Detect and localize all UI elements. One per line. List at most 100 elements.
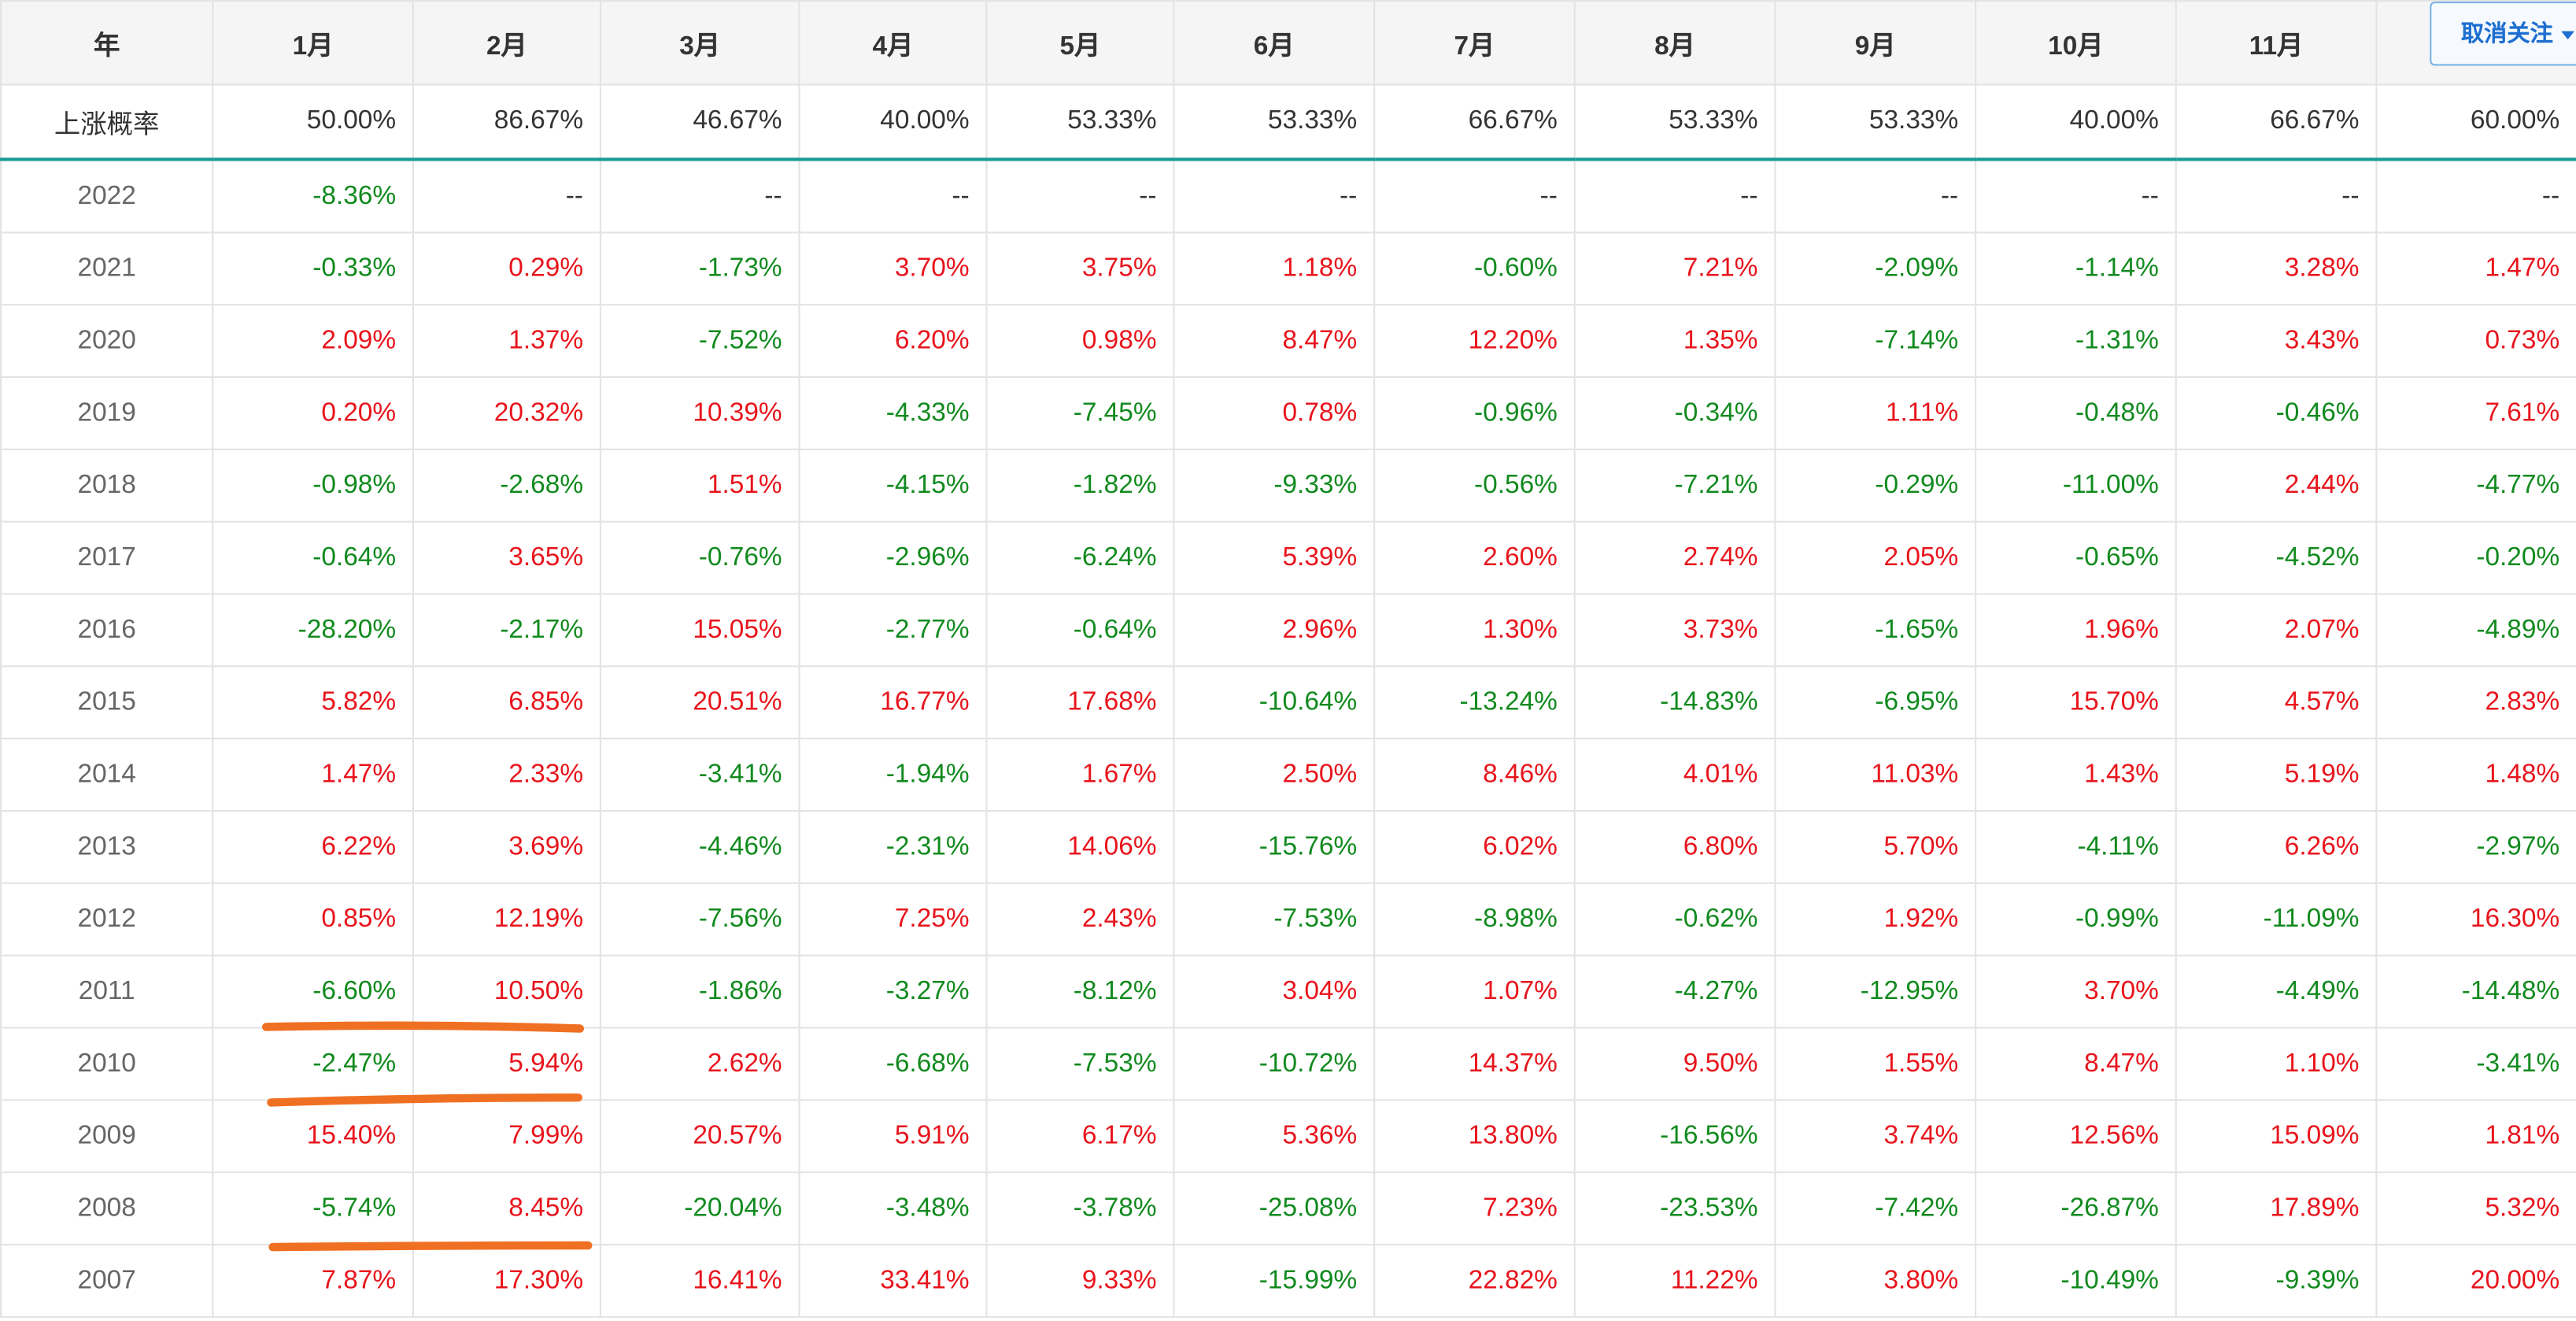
month-header-6[interactable]: 6月: [1173, 0, 1376, 86]
return-cell: 2.83%: [2375, 665, 2576, 740]
year-cell: 2018: [0, 448, 214, 523]
month-header-11[interactable]: 11月: [2175, 0, 2378, 86]
year-cell: 2022: [0, 158, 214, 234]
return-cell: --: [2175, 158, 2378, 234]
return-cell: 6.85%: [412, 665, 601, 740]
return-cell: 1.11%: [1774, 376, 1977, 450]
return-cell: 3.80%: [1774, 1243, 1977, 1318]
return-cell: -11.09%: [2175, 882, 2378, 957]
year-cell: 2012: [0, 882, 214, 957]
month-header-4[interactable]: 4月: [798, 0, 988, 86]
return-cell: 1.10%: [2175, 1027, 2378, 1101]
rise-probability-cell: 46.67%: [599, 83, 800, 161]
table-row: 2017 -0.64% 3.65% -0.76% -2.96% -6.24% 5.39% 2.…: [0, 520, 2576, 595]
return-cell: -7.42%: [1774, 1171, 1977, 1246]
return-cell: 2.07%: [2175, 593, 2378, 668]
unfollow-button[interactable]: 取消关注: [2430, 2, 2576, 66]
return-cell: -2.77%: [798, 593, 988, 668]
table-row: 2020 2.09% 1.37% -7.52% 6.20% 0.98% 8.47% 12.20…: [0, 304, 2576, 379]
return-cell: -2.97%: [2375, 809, 2576, 884]
return-cell: 1.92%: [1774, 882, 1977, 957]
year-cell: 2017: [0, 520, 214, 595]
month-header-8[interactable]: 8月: [1573, 0, 1776, 86]
month-header-7[interactable]: 7月: [1373, 0, 1576, 86]
return-cell: 2.50%: [1173, 738, 1376, 812]
return-cell: -0.34%: [1573, 376, 1776, 450]
return-cell: -10.49%: [1975, 1243, 2177, 1318]
return-cell: -23.53%: [1573, 1171, 1776, 1246]
return-cell: -6.95%: [1774, 665, 1977, 740]
month-header-1[interactable]: 1月: [212, 0, 415, 86]
return-cell: 33.41%: [798, 1243, 988, 1318]
header-row: 年 1月2月3月4月5月6月7月8月9月10月11月12月: [0, 0, 2576, 86]
return-cell: 1.67%: [985, 738, 1175, 812]
table-row: 2021 -0.33% 0.29% -1.73% 3.70% 3.75% 1.18% -0.6…: [0, 231, 2576, 306]
return-cell: -14.83%: [1573, 665, 1776, 740]
return-cell: 2.44%: [2175, 448, 2378, 523]
year-cell: 2013: [0, 809, 214, 884]
rise-probability-cell: 66.67%: [2175, 83, 2378, 161]
return-cell: 1.81%: [2375, 1099, 2576, 1174]
return-cell: 3.43%: [2175, 304, 2378, 379]
return-cell: -8.12%: [985, 954, 1175, 1029]
month-header-10[interactable]: 10月: [1975, 0, 2177, 86]
return-cell: -2.68%: [412, 448, 601, 523]
table-row: 2013 6.22% 3.69% -4.46% -2.31% 14.06% -15.76% 6…: [0, 809, 2576, 884]
rise-probability-cell: 40.00%: [1975, 83, 2177, 161]
return-cell: 1.48%: [2375, 738, 2576, 812]
return-cell: -14.48%: [2375, 954, 2576, 1029]
return-cell: 7.61%: [2375, 376, 2576, 450]
return-cell: 13.80%: [1373, 1099, 1576, 1174]
return-cell: -1.82%: [985, 448, 1175, 523]
rise-probability-cell: 40.00%: [798, 83, 988, 161]
month-header-2[interactable]: 2月: [412, 0, 601, 86]
return-cell: 7.23%: [1373, 1171, 1576, 1246]
return-cell: 5.19%: [2175, 738, 2378, 812]
month-header-9[interactable]: 9月: [1774, 0, 1977, 86]
return-cell: 4.01%: [1573, 738, 1776, 812]
return-cell: -10.64%: [1173, 665, 1376, 740]
return-cell: 2.33%: [412, 738, 601, 812]
return-cell: -3.41%: [599, 738, 800, 812]
return-cell: 6.02%: [1373, 809, 1576, 884]
rise-probability-cell: 53.33%: [985, 83, 1175, 161]
table-row: 2009 15.40% 7.99% 20.57% 5.91% 6.17% 5.36% 13.8…: [0, 1099, 2576, 1174]
return-cell: 14.37%: [1373, 1027, 1576, 1101]
return-cell: 2.05%: [1774, 520, 1977, 595]
return-cell: 12.19%: [412, 882, 601, 957]
return-cell: -0.48%: [1975, 376, 2177, 450]
return-cell: 5.36%: [1173, 1099, 1376, 1174]
return-cell: -0.20%: [2375, 520, 2576, 595]
return-cell: 5.39%: [1173, 520, 1376, 595]
year-column-header[interactable]: 年: [0, 0, 214, 86]
return-cell: 3.70%: [1975, 954, 2177, 1029]
return-cell: 20.51%: [599, 665, 800, 740]
return-cell: 15.09%: [2175, 1099, 2378, 1174]
return-cell: 5.70%: [1774, 809, 1977, 884]
return-cell: -0.76%: [599, 520, 800, 595]
table-row: 2018 -0.98% -2.68% 1.51% -4.15% -1.82% -9.33% -…: [0, 448, 2576, 523]
return-cell: --: [1573, 158, 1776, 234]
return-cell: -0.46%: [2175, 376, 2378, 450]
return-cell: -2.09%: [1774, 231, 1977, 306]
return-cell: 16.41%: [599, 1243, 800, 1318]
month-header-5[interactable]: 5月: [985, 0, 1175, 86]
return-cell: 3.28%: [2175, 231, 2378, 306]
return-cell: -4.46%: [599, 809, 800, 884]
return-cell: -0.29%: [1774, 448, 1977, 523]
return-cell: 3.73%: [1573, 593, 1776, 668]
return-cell: -0.62%: [1573, 882, 1776, 957]
month-header-3[interactable]: 3月: [599, 0, 800, 86]
return-cell: 10.50%: [412, 954, 601, 1029]
return-cell: 1.18%: [1173, 231, 1376, 306]
return-cell: 7.25%: [798, 882, 988, 957]
table-row: 2014 1.47% 2.33% -3.41% -1.94% 1.67% 2.50% 8.46…: [0, 738, 2576, 812]
table-row: 2008 -5.74% 8.45% -20.04% -3.48% -3.78% -25.08…: [0, 1171, 2576, 1246]
return-cell: -9.39%: [2175, 1243, 2378, 1318]
year-cell: 2021: [0, 231, 214, 306]
rise-probability-cell: 86.67%: [412, 83, 601, 161]
return-cell: 12.20%: [1373, 304, 1576, 379]
return-cell: -7.56%: [599, 882, 800, 957]
return-cell: 2.43%: [985, 882, 1175, 957]
